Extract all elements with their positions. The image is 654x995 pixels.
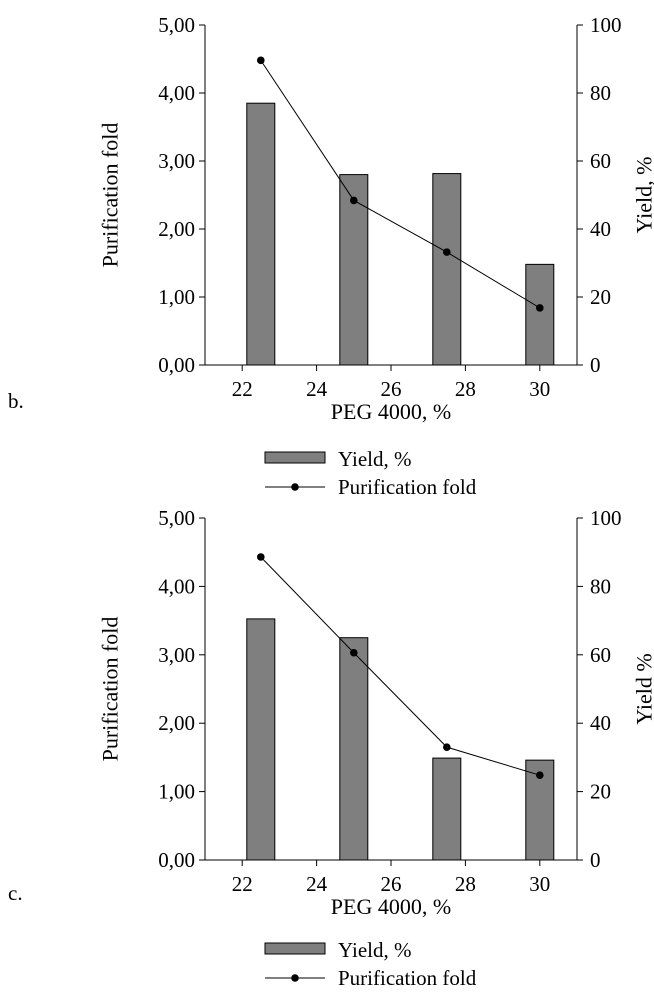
x-tick-label: 26 [381, 872, 402, 896]
right-tick-label: 80 [590, 574, 611, 598]
x-tick-label: 22 [232, 872, 253, 896]
purification-point [257, 553, 265, 561]
legend-marker [291, 483, 299, 491]
legend-bar-swatch [264, 451, 326, 464]
right-tick-label: 0 [590, 353, 601, 377]
right-tick-label: 20 [590, 780, 611, 804]
right-tick-label: 20 [590, 285, 611, 309]
purification-point [443, 743, 451, 751]
x-tick-label: 28 [455, 377, 476, 401]
panel-label: c. [8, 881, 23, 905]
legend-label-purification: Purification fold [338, 475, 477, 499]
right-tick-label: 40 [590, 711, 611, 735]
purification-point [536, 771, 544, 779]
legend-label-purification: Purification fold [338, 966, 477, 990]
x-tick-label: 22 [232, 377, 253, 401]
purification-point [350, 196, 358, 205]
legend: Yield, % Purification fold [264, 938, 477, 990]
left-tick-label: 5,00 [158, 13, 195, 37]
left-tick-label: 0,00 [158, 848, 195, 872]
yield-bar [432, 757, 462, 861]
left-tick-label: 2,00 [158, 711, 195, 735]
purification-point [536, 304, 544, 312]
x-tick-label: 28 [455, 872, 476, 896]
right-tick-label: 60 [590, 149, 611, 173]
left-tick-label: 5,00 [158, 506, 195, 530]
left-tick-label: 1,00 [158, 285, 195, 309]
purification-point [350, 648, 358, 657]
left-tick-label: 4,00 [158, 81, 195, 105]
yield-bar [339, 637, 369, 861]
right-tick-label: 80 [590, 81, 611, 105]
left-tick-label: 1,00 [158, 780, 195, 804]
right-tick-label: 100 [590, 13, 622, 37]
yield-bar [525, 263, 555, 366]
x-axis-title: PEG 4000, % [331, 894, 451, 919]
x-tick-label: 30 [529, 872, 550, 896]
chart-panel-b: 0,00 1,00 2,00 3,00 4,00 5,00 0 20 40 60 80 100 22 24… [8, 13, 654, 499]
right-tick-label: 60 [590, 643, 611, 667]
right-tick-label: 40 [590, 217, 611, 241]
legend-marker [291, 974, 299, 982]
legend: Yield, % Purification fold [264, 447, 477, 499]
right-tick-label: 0 [590, 848, 601, 872]
right-tick-label: 100 [590, 506, 622, 530]
purification-point [443, 248, 451, 256]
left-tick-label: 0,00 [158, 353, 195, 377]
x-tick-label: 26 [381, 377, 402, 401]
right-axis-title: Yield % [632, 653, 654, 725]
x-tick-label: 30 [529, 377, 550, 401]
yield-bar [246, 618, 276, 861]
purification-line [260, 556, 540, 776]
legend-bar-swatch [264, 942, 326, 955]
left-tick-label: 3,00 [158, 643, 195, 667]
yield-bar [339, 174, 369, 366]
panel-label: b. [8, 389, 24, 413]
yield-bar [246, 102, 276, 366]
left-tick-label: 4,00 [158, 574, 195, 598]
chart-panel-c: 0,00 1,00 2,00 3,00 4,00 5,00 0 20 40 60 80 100 22 24… [8, 506, 654, 990]
legend-label-yield: Yield, % [338, 938, 412, 962]
legend-label-yield: Yield, % [338, 447, 412, 471]
purification-line [260, 60, 541, 309]
left-tick-label: 3,00 [158, 149, 195, 173]
x-axis-title: PEG 4000, % [331, 399, 451, 424]
right-axis-title: Yield, % [632, 157, 654, 234]
left-axis-title: Purification fold [98, 123, 123, 268]
yield-bar [432, 173, 462, 366]
x-tick-label: 24 [306, 872, 328, 896]
purification-point [257, 56, 265, 65]
left-tick-label: 2,00 [158, 217, 195, 241]
left-axis-title: Purification fold [98, 617, 123, 762]
x-tick-label: 24 [306, 377, 328, 401]
